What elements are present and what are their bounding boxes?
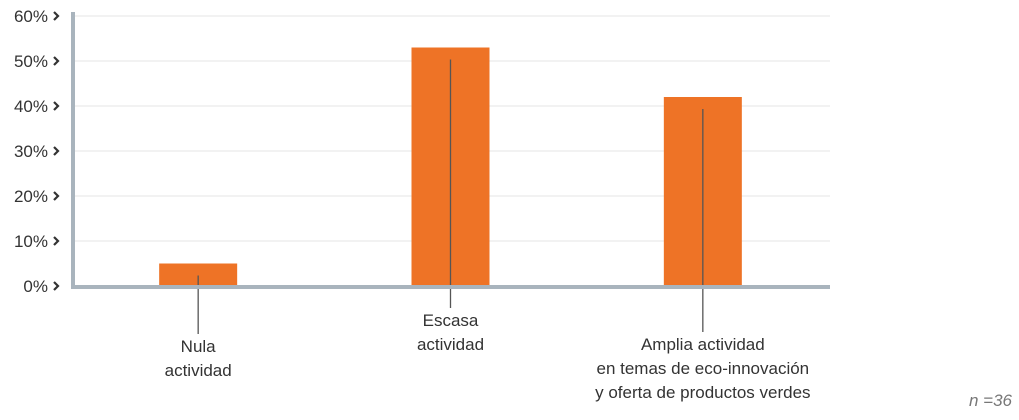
tick-chevron [53, 11, 60, 21]
x-tick-label: Amplia actividad en temas de eco-innovaci… [595, 335, 810, 402]
tick-chevron [53, 101, 60, 111]
tick-chevron [53, 146, 60, 156]
x-tick-label: Escasa actividad [417, 311, 484, 354]
tick-chevron [53, 281, 60, 291]
x-tick-label-line: Nula [181, 337, 217, 356]
bar [159, 263, 238, 286]
x-tick-label-line: actividad [165, 361, 232, 380]
x-tick-label: Nula actividad [165, 337, 232, 380]
y-tick-label: 30% [14, 142, 48, 161]
y-tick-label: 0% [23, 277, 48, 296]
y-tick-label: 40% [14, 97, 48, 116]
x-tick-label-line: y oferta de productos verdes [595, 383, 810, 402]
x-tick-label-line: Amplia actividad [641, 335, 765, 354]
x-tick-label-line: Escasa [423, 311, 479, 330]
tick-chevron [53, 191, 60, 201]
tick-chevron [53, 56, 60, 66]
x-tick-label-line: actividad [417, 335, 484, 354]
x-tick-label-line: en temas de eco-innovación [597, 359, 810, 378]
tick-chevron [53, 236, 60, 246]
y-tick-label: 10% [14, 232, 48, 251]
sample-size: n =36 [969, 391, 1013, 410]
y-tick-label: 20% [14, 187, 48, 206]
y-tick-label: 50% [14, 52, 48, 71]
y-tick-label: 60% [14, 7, 48, 26]
